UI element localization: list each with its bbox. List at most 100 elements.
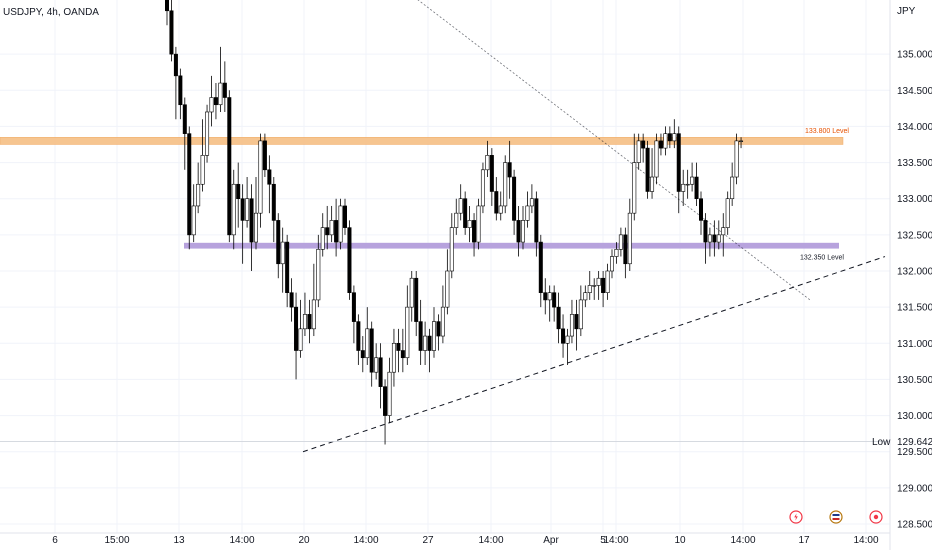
bullish-candle xyxy=(583,292,588,301)
bearish-candle xyxy=(236,183,241,200)
bearish-candle xyxy=(285,241,290,293)
bearish-candle xyxy=(698,198,703,221)
x-tick-label: 20 xyxy=(298,535,310,546)
bullish-candle xyxy=(387,371,392,416)
bearish-candle xyxy=(414,277,419,322)
bullish-candle xyxy=(431,321,436,351)
bullish-candle xyxy=(636,140,641,163)
bullish-candle xyxy=(632,162,637,214)
bullish-candle xyxy=(205,111,210,156)
bullish-candle xyxy=(730,176,735,200)
bullish-candle xyxy=(520,220,525,243)
lightning-icon[interactable] xyxy=(789,510,803,524)
bullish-candle xyxy=(578,299,583,330)
y-tick-label: 132.000 xyxy=(897,267,932,278)
bullish-candle xyxy=(209,97,214,113)
bullish-candle xyxy=(298,328,303,351)
bearish-candle xyxy=(267,169,272,185)
record-icon[interactable] xyxy=(869,510,883,524)
bearish-candle xyxy=(334,220,339,243)
bearish-candle xyxy=(294,306,299,351)
bullish-candle xyxy=(529,198,534,207)
bullish-candle xyxy=(329,220,334,236)
bearish-candle xyxy=(534,198,539,243)
bullish-candle xyxy=(423,335,428,351)
symbol-title: USDJPY, 4h, OANDA xyxy=(3,7,99,18)
x-tick-label: 14:00 xyxy=(478,535,503,546)
bearish-candle xyxy=(516,220,521,243)
bearish-candle xyxy=(351,292,356,322)
bearish-candle xyxy=(676,133,681,192)
bullish-candle xyxy=(663,133,668,149)
bullish-candle xyxy=(449,227,454,272)
y-tick-label: 134.000 xyxy=(897,122,932,133)
zone-layer xyxy=(0,137,844,249)
time-axis[interactable]: 6 15:00 13 14:00 20 14:00 27 14:00 Apr 514:00 10 14… xyxy=(52,535,879,546)
x-tick-label: 27 xyxy=(422,535,434,546)
bearish-candle xyxy=(182,104,187,134)
bearish-candle xyxy=(165,0,170,12)
y-tick-label: 129.000 xyxy=(897,483,932,494)
x-tick-label: 5 xyxy=(600,535,606,546)
bullish-candle xyxy=(734,140,739,178)
x-tick-label: 6 xyxy=(52,535,58,546)
dotted-trendline xyxy=(417,0,811,301)
bearish-candle xyxy=(601,277,606,293)
bearish-candle xyxy=(463,198,468,228)
bullish-candle xyxy=(565,335,570,344)
bearish-candle xyxy=(538,241,543,293)
bearish-candle xyxy=(574,314,579,330)
bullish-candle xyxy=(547,292,552,301)
bearish-candle xyxy=(356,321,361,351)
bullish-candle xyxy=(587,285,592,293)
bullish-candle xyxy=(409,277,414,308)
bullish-candle xyxy=(280,241,285,265)
bearish-candle xyxy=(360,350,365,359)
x-tick-label: 14:00 xyxy=(853,535,878,546)
bearish-candle xyxy=(489,155,494,192)
bullish-candle xyxy=(569,314,574,337)
level-label-layer: 133.800 Level 132.350 Level xyxy=(800,128,849,262)
bearish-candle xyxy=(378,357,383,387)
bullish-candle xyxy=(609,256,614,272)
bullish-candle xyxy=(716,234,721,243)
flag-icon[interactable] xyxy=(829,510,843,524)
bullish-candle xyxy=(258,140,263,214)
bullish-candle xyxy=(254,212,259,243)
bullish-candle xyxy=(476,205,481,243)
resistance-zone xyxy=(0,137,844,145)
price-axis[interactable]: 135.000 134.500 134.000 133.500 133.000 132.5… xyxy=(897,50,932,531)
bearish-candle xyxy=(178,75,183,106)
bullish-candle xyxy=(503,162,508,207)
bearish-candle xyxy=(262,140,267,171)
bearish-candle xyxy=(543,292,548,301)
support-level-label: 132.350 Level xyxy=(800,255,844,262)
bullish-candle xyxy=(627,212,632,265)
bearish-candle xyxy=(222,82,227,98)
bullish-candle xyxy=(707,234,712,243)
bearish-candle xyxy=(240,198,245,221)
bearish-candle xyxy=(667,133,672,142)
bullish-candle xyxy=(440,306,445,337)
bullish-candle xyxy=(654,140,659,178)
bullish-candle xyxy=(467,220,472,228)
bearish-candle xyxy=(418,321,423,351)
x-tick-label: 14:00 xyxy=(353,535,378,546)
bearish-candle xyxy=(658,140,663,149)
x-tick-label: 14:00 xyxy=(730,535,755,546)
bearish-candle xyxy=(507,162,512,178)
y-tick-label: 135.000 xyxy=(897,50,932,61)
bullish-candle xyxy=(245,198,250,221)
bearish-candle xyxy=(427,335,432,351)
bullish-candle xyxy=(191,205,196,236)
y-tick-label: 131.500 xyxy=(897,303,932,314)
bullish-candle xyxy=(454,212,459,228)
bullish-candle xyxy=(685,183,690,186)
bullish-candle xyxy=(480,169,485,207)
bearish-candle xyxy=(249,198,254,243)
bullish-candle xyxy=(596,277,601,286)
bullish-candle xyxy=(681,183,686,192)
dashed-trendline xyxy=(302,256,886,453)
bearish-candle xyxy=(383,386,388,416)
